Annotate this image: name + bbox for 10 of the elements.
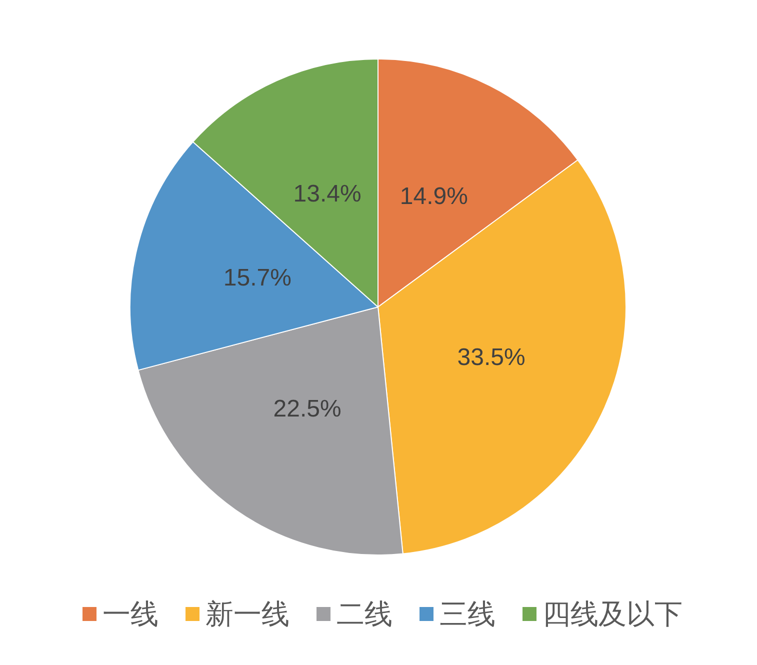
legend-label: 一线	[102, 598, 158, 630]
data-label: 15.7%	[223, 264, 292, 292]
legend-label: 四线及以下	[542, 598, 682, 630]
data-label: 13.4%	[293, 180, 362, 208]
data-label: 33.5%	[457, 344, 526, 371]
legend-label: 三线	[440, 598, 496, 630]
data-label: 14.9%	[400, 182, 468, 210]
legend-label: 新一线	[206, 598, 290, 630]
legend-label: 二线	[336, 598, 392, 630]
data-label: 22.5%	[273, 395, 342, 422]
